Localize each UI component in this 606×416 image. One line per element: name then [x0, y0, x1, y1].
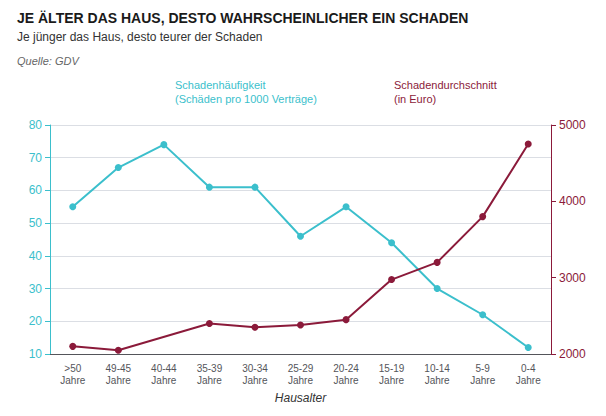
- svg-text:Schadenhäufigkeit: Schadenhäufigkeit: [175, 79, 266, 91]
- svg-text:4000: 4000: [559, 194, 586, 208]
- svg-text:40-44: 40-44: [151, 363, 177, 374]
- svg-text:40: 40: [29, 249, 43, 263]
- svg-text:49-45: 49-45: [106, 363, 132, 374]
- svg-text:35-39: 35-39: [197, 363, 223, 374]
- svg-text:Jahre: Jahre: [516, 375, 541, 386]
- svg-text:50: 50: [29, 216, 43, 230]
- svg-text:(in Euro): (in Euro): [394, 93, 436, 105]
- svg-text:(Schäden pro 1000 Verträge): (Schäden pro 1000 Verträge): [175, 93, 317, 105]
- svg-text:JE ÄLTER DAS HAUS, DESTO WAHRS: JE ÄLTER DAS HAUS, DESTO WAHRSCHEINLICHE…: [17, 10, 468, 26]
- svg-text:15-19: 15-19: [379, 363, 405, 374]
- svg-text:Jahre: Jahre: [151, 375, 176, 386]
- svg-text:Jahre: Jahre: [425, 375, 450, 386]
- svg-text:20-24: 20-24: [333, 363, 359, 374]
- svg-text:5000: 5000: [559, 118, 586, 132]
- svg-text:Jahre: Jahre: [197, 375, 222, 386]
- svg-text:Jahre: Jahre: [379, 375, 404, 386]
- svg-text:Schadendurchschnitt: Schadendurchschnitt: [394, 79, 497, 91]
- svg-text:30-34: 30-34: [242, 363, 268, 374]
- svg-text:2000: 2000: [559, 347, 586, 361]
- svg-text:30: 30: [29, 282, 43, 296]
- svg-text:Jahre: Jahre: [334, 375, 359, 386]
- svg-text:Jahre: Jahre: [242, 375, 267, 386]
- svg-text:Jahre: Jahre: [470, 375, 495, 386]
- svg-text:10: 10: [29, 347, 43, 361]
- svg-text:Jahre: Jahre: [288, 375, 313, 386]
- svg-text:Je jünger das Haus, desto teur: Je jünger das Haus, desto teurer der Sch…: [17, 30, 262, 44]
- svg-text:10-14: 10-14: [424, 363, 450, 374]
- svg-text:20: 20: [29, 314, 43, 328]
- svg-text:0-4: 0-4: [521, 363, 536, 374]
- svg-text:>50: >50: [64, 363, 81, 374]
- svg-text:25-29: 25-29: [288, 363, 314, 374]
- svg-text:Quelle: GDV: Quelle: GDV: [17, 55, 80, 67]
- svg-text:3000: 3000: [559, 271, 586, 285]
- svg-text:Jahre: Jahre: [106, 375, 131, 386]
- svg-text:Jahre: Jahre: [60, 375, 85, 386]
- svg-text:60: 60: [29, 183, 43, 197]
- svg-text:70: 70: [29, 151, 43, 165]
- svg-text:Hausalter: Hausalter: [275, 391, 327, 405]
- svg-text:80: 80: [29, 118, 43, 132]
- svg-text:5-9: 5-9: [475, 363, 490, 374]
